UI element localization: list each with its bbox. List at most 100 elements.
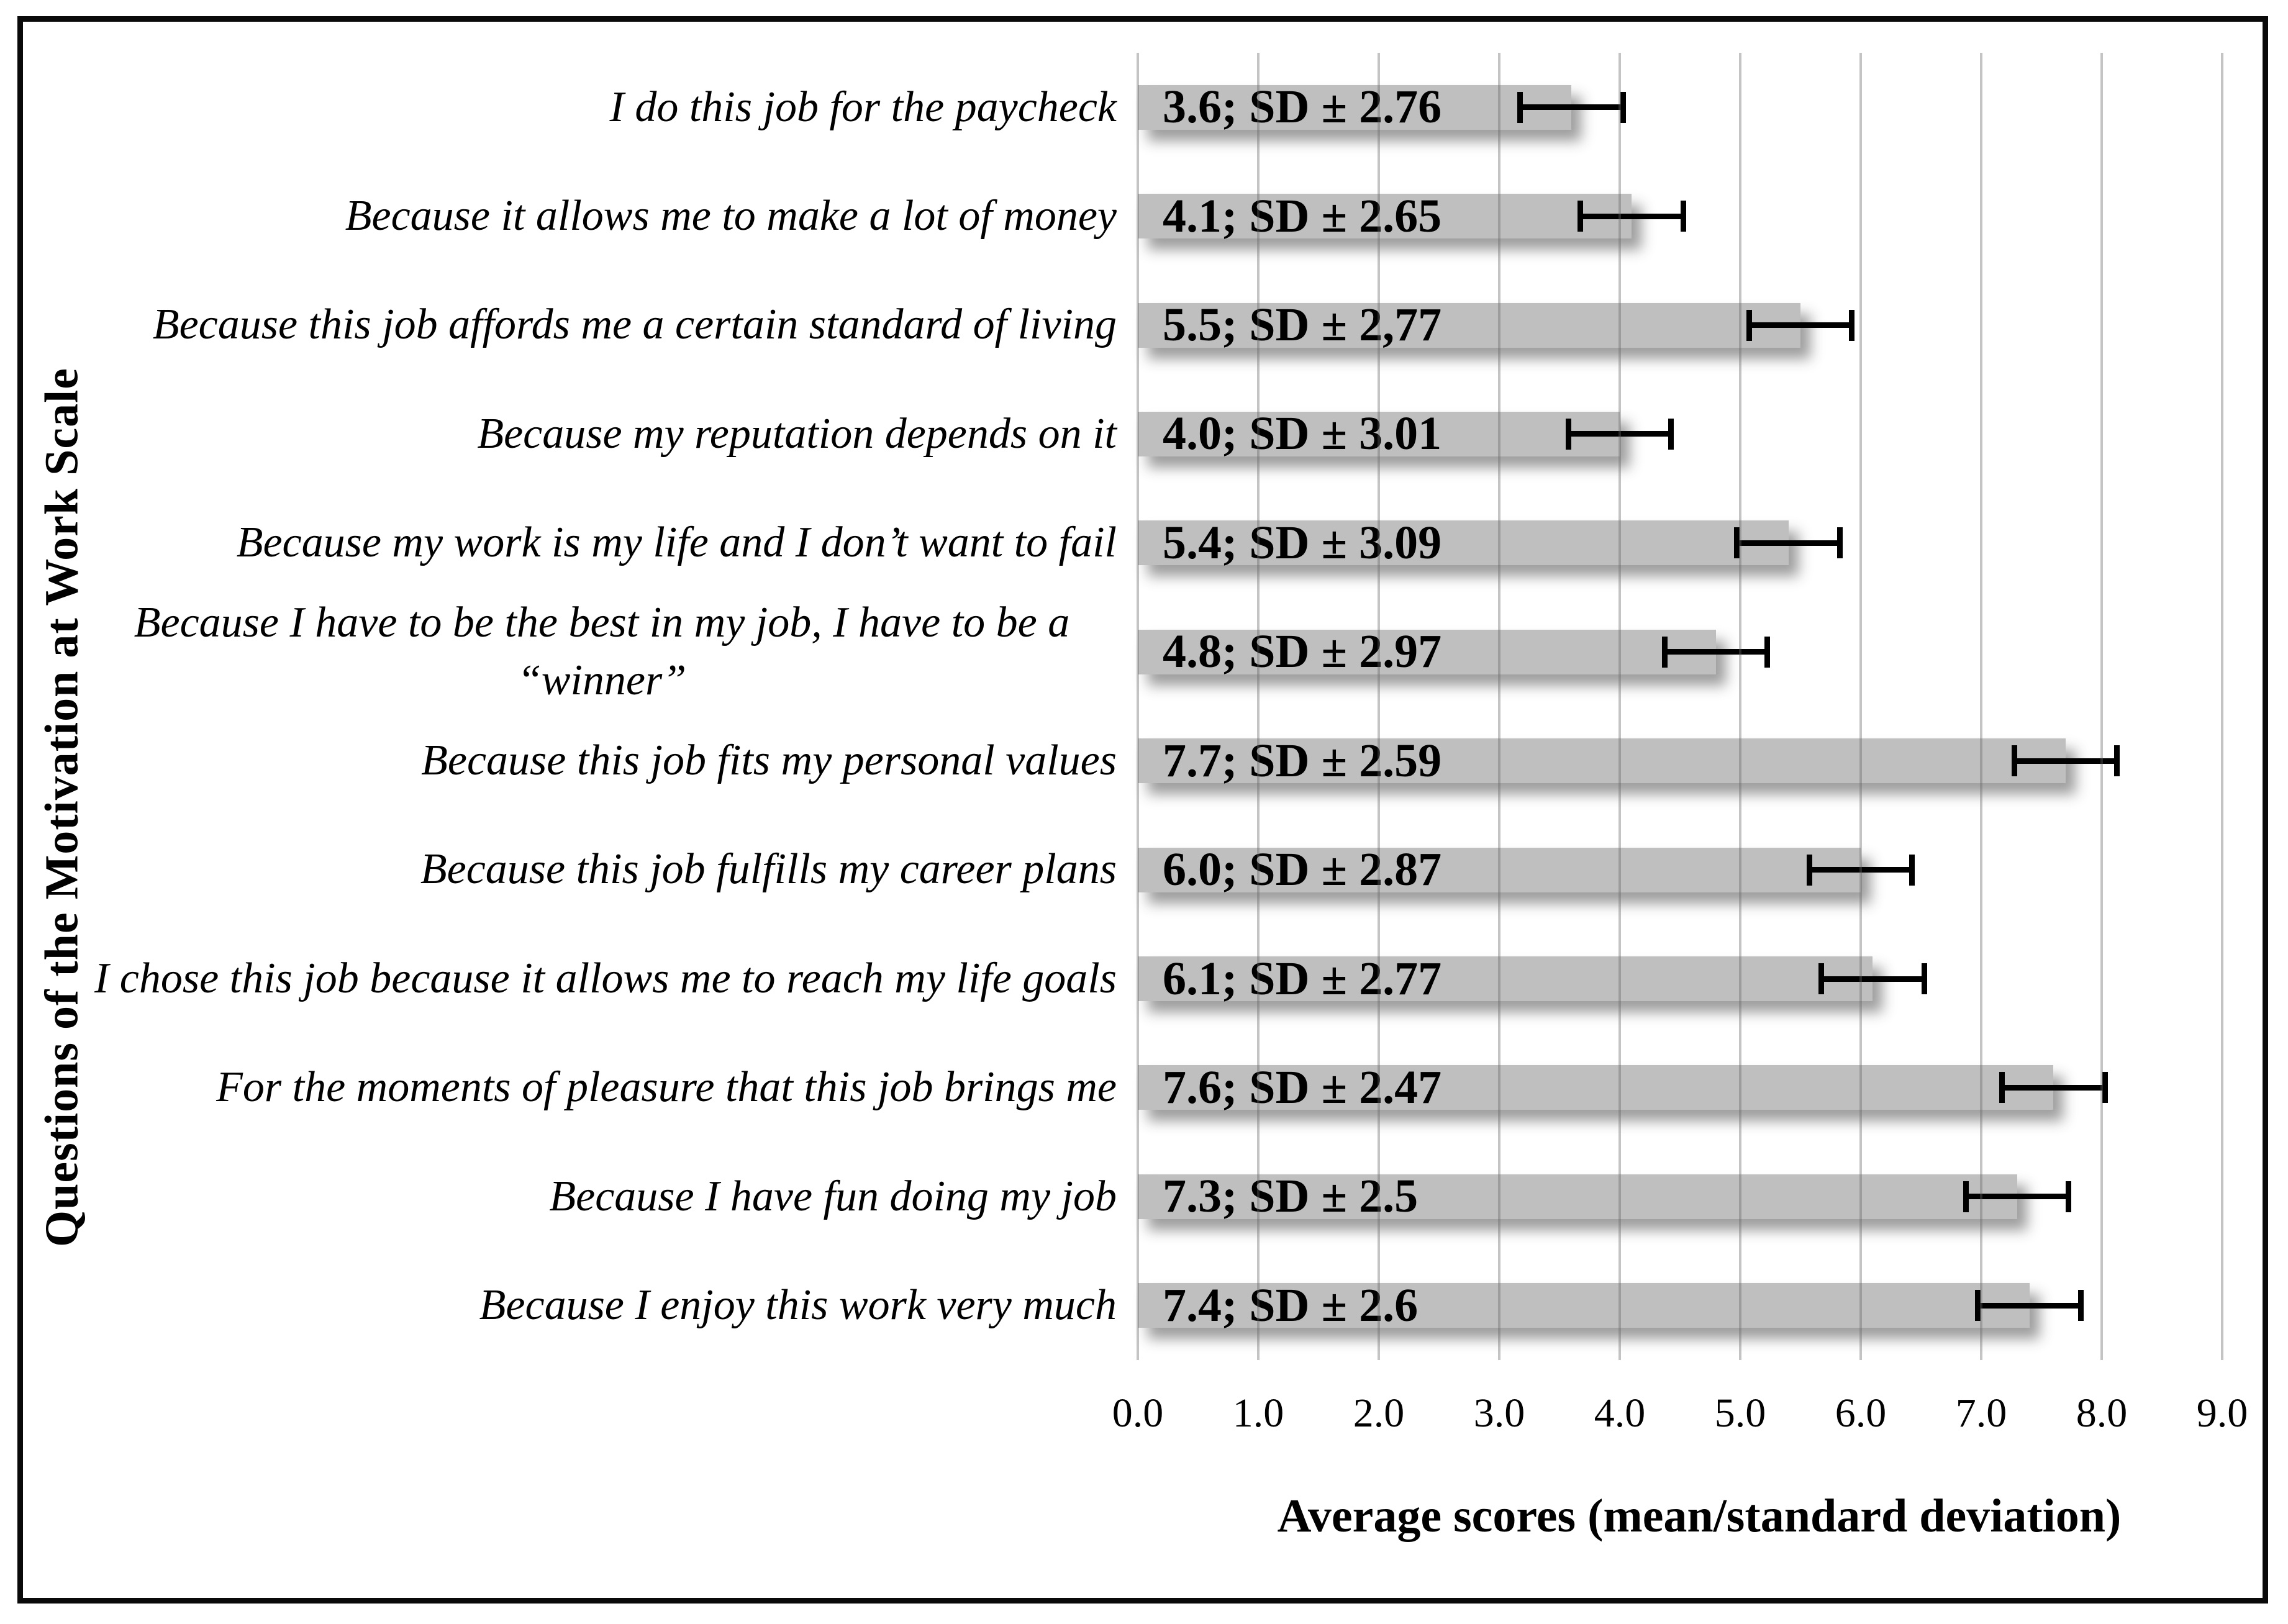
error-bar (1746, 309, 1855, 341)
category-row: I chose this job because it allows me to… (87, 924, 1117, 1033)
category-row: Because this job fits my personal values (87, 706, 1117, 815)
bar-value-label: 4.1; SD ± 2.65 (1163, 189, 1442, 242)
error-bar-cap-right (1836, 527, 1843, 559)
bar-value-label: 7.7; SD ± 2.59 (1163, 734, 1442, 787)
error-bar-cap-right (2077, 1290, 2084, 1322)
error-bar (1578, 201, 1686, 232)
error-bar-cap-right (1909, 854, 1915, 886)
category-label: Because this job fulfills my career plan… (420, 845, 1117, 894)
bar: 3.6; SD ± 2.76 (1138, 81, 1572, 133)
error-bar-cap-left (1963, 1181, 1969, 1212)
bar: 4.0; SD ± 3.01 (1138, 407, 1620, 460)
category-label: Because this job affords me a certain st… (152, 301, 1117, 349)
bar: 4.8; SD ± 2.97 (1138, 625, 1717, 678)
gridline (1378, 53, 1380, 1360)
category-row: Because this job fulfills my career plan… (87, 815, 1117, 924)
error-bar (2011, 745, 2120, 777)
category-label: Because I have fun doing my job (549, 1172, 1117, 1220)
x-tick-label: 6.0 (1835, 1390, 1887, 1436)
error-bar-cap-right (1921, 963, 1927, 995)
bar-value-label: 7.3; SD ± 2.5 (1163, 1170, 1419, 1223)
category-row: Because I enjoy this work very much (87, 1251, 1117, 1359)
error-bar (1517, 91, 1626, 123)
error-bar-cap-left (1975, 1290, 1981, 1322)
error-bar-cap-left (1806, 854, 1812, 886)
gridline (1859, 53, 1862, 1360)
category-row: Because my work is my life and I don’t w… (87, 489, 1117, 597)
category-row: Because I have to be the best in my job,… (87, 597, 1117, 706)
category-row: Because it allows me to make a lot of mo… (87, 161, 1117, 270)
bar: 4.1; SD ± 2.65 (1138, 190, 1632, 242)
error-bar-cap-left (1517, 91, 1523, 123)
x-tick-label: 0.0 (1112, 1390, 1164, 1436)
bar-value-label: 5.5; SD ± 2,77 (1163, 299, 1442, 352)
x-tick-label: 3.0 (1473, 1390, 1525, 1436)
gridline (2221, 53, 2223, 1360)
category-label: I chose this job because it allows me to… (94, 954, 1117, 1002)
bar: 6.0; SD ± 2.87 (1138, 843, 1861, 896)
error-bar-line (1746, 322, 1855, 329)
plot-area: 3.6; SD ± 2.76 4.1; SD ± 2.65 5.5; SD ± 2,… (1137, 53, 2261, 1360)
error-bar (1818, 963, 1927, 995)
category-label: Because I enjoy this work very much (479, 1281, 1117, 1329)
category-row: Because I have fun doing my job (87, 1142, 1117, 1251)
category-label: Because this job fits my personal values (421, 736, 1117, 784)
bar-value-label: 7.4; SD ± 2.6 (1163, 1279, 1419, 1331)
category-row: Because my reputation depends on it (87, 379, 1117, 488)
error-bar (1565, 418, 1674, 450)
category-label: Because my work is my life and I don’t w… (236, 519, 1117, 567)
bar-value-label: 4.8; SD ± 2.97 (1163, 625, 1442, 678)
error-bar-cap-left (2011, 745, 2017, 777)
error-bar-cap-right (2102, 1072, 2108, 1104)
gridline (1498, 53, 1500, 1360)
error-bar (1963, 1181, 2072, 1212)
error-bar-line (1578, 213, 1686, 219)
error-bar-cap-left (1734, 527, 1740, 559)
x-tick-label: 4.0 (1594, 1390, 1646, 1436)
figure-border-frame (17, 16, 2268, 1604)
gridline (1257, 53, 1260, 1360)
bar-value-label: 6.0; SD ± 2.87 (1163, 843, 1442, 896)
bar-value-label: 7.6; SD ± 2.47 (1163, 1061, 1442, 1114)
error-bar-cap-right (1668, 418, 1674, 450)
error-bar-cap-left (1578, 201, 1584, 232)
gridline (1618, 53, 1621, 1360)
bar: 6.1; SD ± 2.77 (1138, 953, 1873, 1005)
gridline (1739, 53, 1741, 1360)
bar-value-label: 3.6; SD ± 2.76 (1163, 81, 1442, 134)
error-bar-cap-left (1565, 418, 1571, 450)
category-row: For the moments of pleasure that this jo… (87, 1033, 1117, 1142)
gridline (1980, 53, 1982, 1360)
category-row: Because this job affords me a certain st… (87, 271, 1117, 379)
error-bar (1975, 1290, 2084, 1322)
error-bar-cap-left (1999, 1072, 2005, 1104)
category-label: For the moments of pleasure that this jo… (216, 1063, 1117, 1112)
error-bar-line (2011, 758, 2120, 764)
x-tick-label: 7.0 (1955, 1390, 2007, 1436)
bar: 5.4; SD ± 3.09 (1138, 517, 1789, 569)
error-bar-cap-right (1680, 201, 1686, 232)
bar: 5.5; SD ± 2,77 (1138, 299, 1800, 351)
bar-value-label: 5.4; SD ± 3.09 (1163, 516, 1442, 569)
x-axis-tick-labels: 0.0 1.0 2.0 3.0 4.0 5.0 6.0 7.0 8.0 9.0 (0, 1390, 2288, 1446)
y-axis-title: Questions of the Motivation at Work Scal… (35, 367, 88, 1248)
x-tick-label: 2.0 (1353, 1390, 1405, 1436)
bar-value-label: 4.0; SD ± 3.01 (1163, 407, 1442, 460)
bar: 7.4; SD ± 2.6 (1138, 1279, 2030, 1331)
x-tick-label: 1.0 (1232, 1390, 1284, 1436)
error-bar-line (1818, 976, 1927, 982)
error-bar-line (1999, 1084, 2108, 1091)
bar: 7.6; SD ± 2.47 (1138, 1061, 2054, 1114)
error-bar-line (1517, 104, 1626, 111)
bar: 7.7; SD ± 2.59 (1138, 735, 2066, 787)
error-bar-line (1661, 649, 1771, 655)
gridline (1137, 53, 1139, 1360)
error-bar (1661, 636, 1771, 668)
error-bar-cap-right (1849, 309, 1855, 341)
error-bar-cap-left (1818, 963, 1825, 995)
category-label: Because it allows me to make a lot of mo… (345, 191, 1117, 240)
bar-value-label: 6.1; SD ± 2.77 (1163, 952, 1442, 1005)
error-bar-cap-right (2114, 745, 2120, 777)
error-bar (1734, 527, 1843, 559)
error-bar-cap-left (1746, 309, 1752, 341)
